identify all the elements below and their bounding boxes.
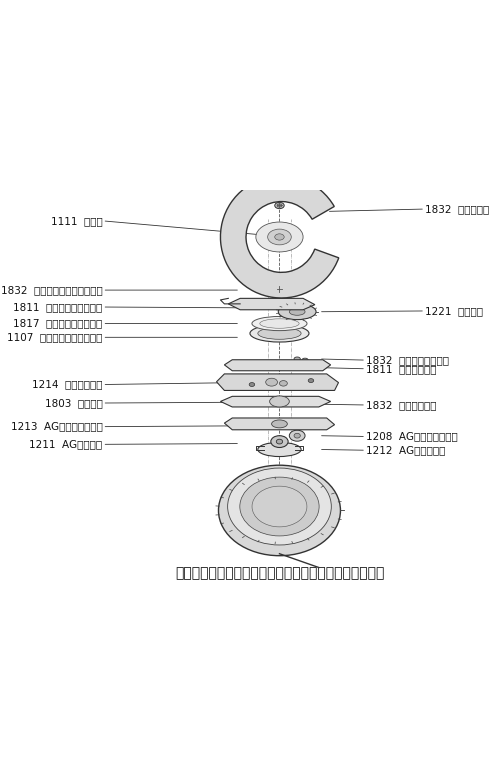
Text: 1832  回転錘受ねじ: 1832 回転錘受ねじ bbox=[366, 400, 436, 410]
Polygon shape bbox=[217, 374, 338, 390]
Ellipse shape bbox=[275, 286, 283, 291]
Ellipse shape bbox=[266, 378, 277, 386]
Text: 1817  キャパシター絶縁板: 1817 キャパシター絶縁板 bbox=[13, 318, 103, 329]
Ellipse shape bbox=[256, 222, 303, 252]
Wedge shape bbox=[220, 176, 339, 298]
Ellipse shape bbox=[270, 396, 289, 407]
Ellipse shape bbox=[278, 304, 316, 319]
Text: 1811  キャパシター押さえ: 1811 キャパシター押さえ bbox=[13, 302, 103, 312]
Ellipse shape bbox=[240, 477, 319, 536]
Ellipse shape bbox=[289, 431, 305, 441]
Ellipse shape bbox=[279, 380, 287, 386]
Text: 1811  回路押さえ板: 1811 回路押さえ板 bbox=[366, 364, 436, 374]
Ellipse shape bbox=[277, 204, 282, 207]
Ellipse shape bbox=[273, 284, 287, 294]
Text: 1832  回路押さえ板ねじ: 1832 回路押さえ板ねじ bbox=[366, 355, 449, 365]
Ellipse shape bbox=[258, 442, 301, 457]
Text: 1221  回転錘車: 1221 回転錘車 bbox=[425, 306, 483, 316]
Text: 1832  キャパシター押さえねじ: 1832 キャパシター押さえねじ bbox=[0, 285, 103, 295]
Ellipse shape bbox=[302, 358, 308, 362]
Ellipse shape bbox=[258, 328, 301, 339]
Ellipse shape bbox=[252, 486, 307, 527]
Ellipse shape bbox=[272, 420, 287, 427]
Text: 1213  AGコイルブロック: 1213 AGコイルブロック bbox=[10, 421, 103, 431]
Text: 1208  AGローター中間車: 1208 AGローター中間車 bbox=[366, 431, 458, 441]
Ellipse shape bbox=[276, 439, 283, 444]
Text: 1832  回転錘ねじ: 1832 回転錘ねじ bbox=[425, 204, 490, 214]
Ellipse shape bbox=[268, 229, 291, 245]
Ellipse shape bbox=[302, 400, 308, 404]
Ellipse shape bbox=[294, 434, 300, 438]
Text: 1803  回転錘受: 1803 回転錘受 bbox=[45, 398, 103, 408]
Text: 1214  回路ブロック: 1214 回路ブロック bbox=[32, 380, 103, 390]
Polygon shape bbox=[224, 359, 330, 371]
Ellipse shape bbox=[275, 203, 284, 209]
Text: 1212  AGステーター: 1212 AGステーター bbox=[366, 445, 445, 455]
Text: 水晶式ムーブメント（自動巻発電式アナログクオーツ）: 水晶式ムーブメント（自動巻発電式アナログクオーツ） bbox=[175, 567, 384, 581]
Polygon shape bbox=[228, 298, 315, 310]
Ellipse shape bbox=[271, 436, 288, 448]
Ellipse shape bbox=[308, 379, 314, 383]
Text: 1211  AGローター: 1211 AGローター bbox=[29, 439, 103, 449]
Ellipse shape bbox=[218, 465, 340, 556]
Ellipse shape bbox=[252, 316, 307, 331]
Ellipse shape bbox=[228, 468, 331, 545]
Ellipse shape bbox=[294, 401, 300, 405]
Ellipse shape bbox=[260, 318, 299, 329]
Polygon shape bbox=[220, 397, 330, 407]
Ellipse shape bbox=[289, 308, 305, 315]
Ellipse shape bbox=[275, 233, 284, 240]
Ellipse shape bbox=[249, 383, 255, 386]
Ellipse shape bbox=[250, 325, 309, 342]
Ellipse shape bbox=[294, 357, 300, 361]
Text: 1107  キャパシターブロック: 1107 キャパシターブロック bbox=[7, 332, 103, 342]
Text: 1111  回転錘: 1111 回転錘 bbox=[51, 216, 103, 226]
Polygon shape bbox=[224, 418, 334, 430]
